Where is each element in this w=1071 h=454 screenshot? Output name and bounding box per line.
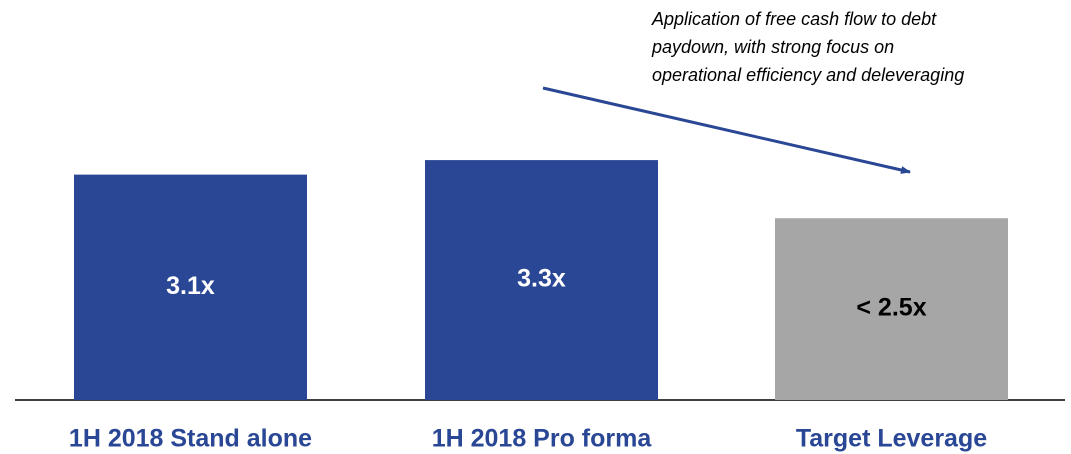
x-tick-label: 1H 2018 Pro forma: [432, 425, 653, 453]
bar: [775, 218, 1008, 400]
bar: [425, 160, 658, 400]
trend-arrow: [542, 86, 911, 174]
annotation: Application of free cash flow to debt: [651, 9, 937, 29]
value-label: < 2.5x: [856, 294, 926, 322]
bar: [74, 174, 307, 400]
x-tick-label: 1H 2018 Stand alone: [69, 425, 312, 453]
annotation: paydown, with strong focus on: [651, 37, 894, 57]
x-tick-label: Target Leverage: [796, 425, 987, 453]
value-label: 3.3x: [517, 265, 566, 293]
annotation: operational efficiency and deleveraging: [652, 65, 964, 85]
value-label: 3.1x: [166, 272, 215, 300]
